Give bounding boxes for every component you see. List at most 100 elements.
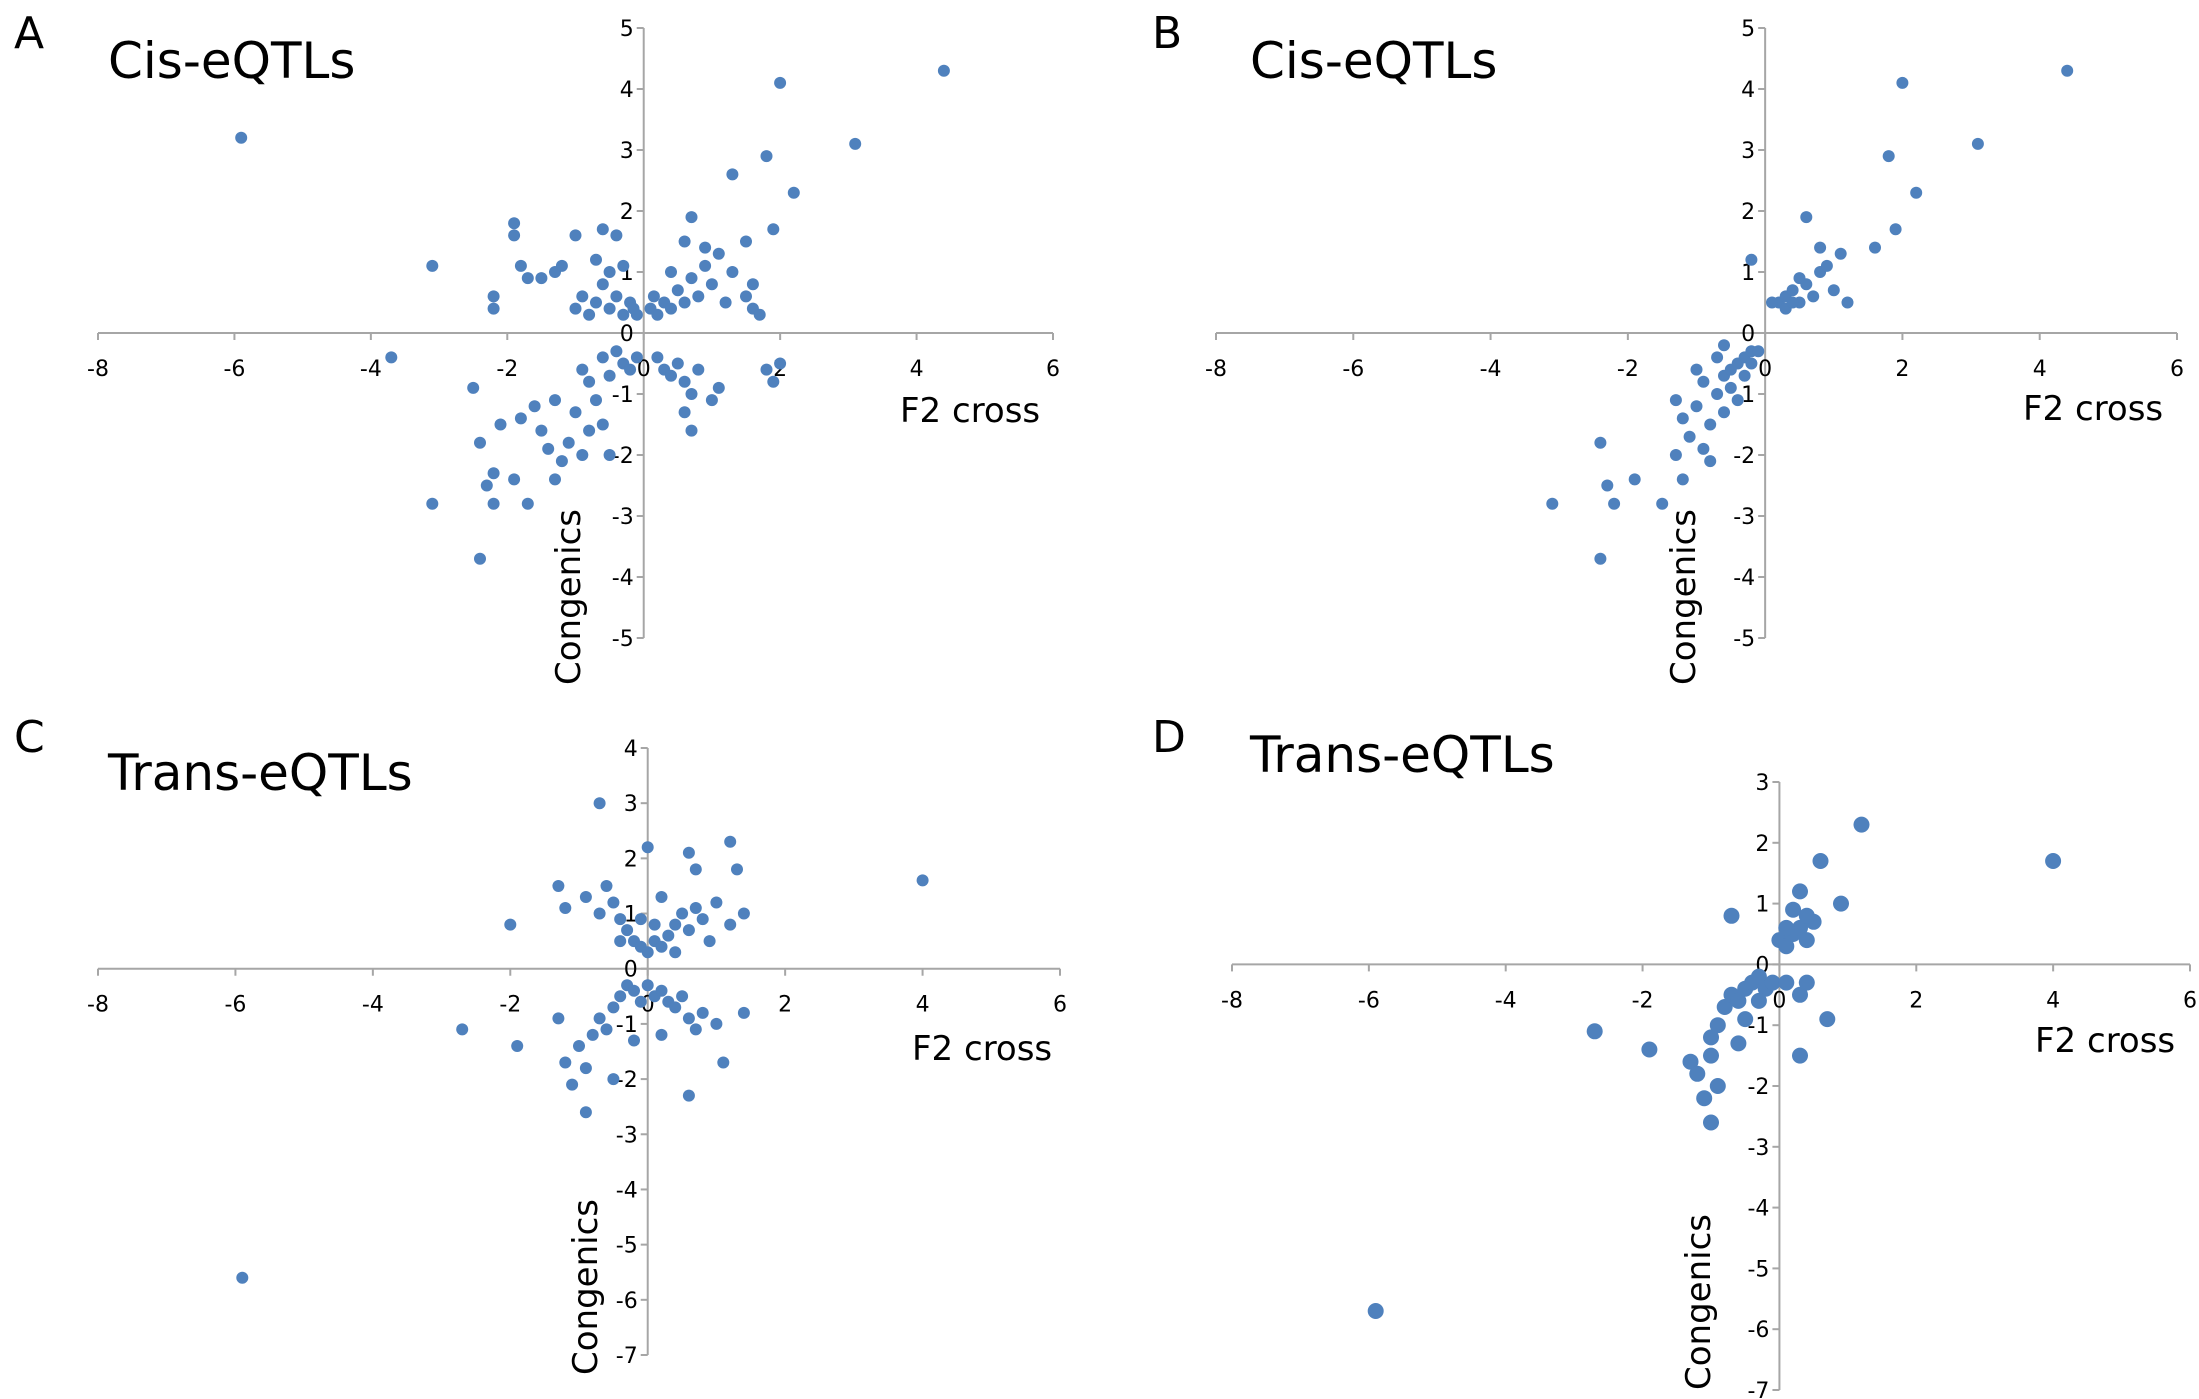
data-point: [610, 290, 623, 303]
data-point: [1798, 974, 1815, 991]
data-point: [607, 1001, 620, 1014]
panel-d: D Trans-eQTLs-8 -6 -4 -2 0 2 4 6-7-6-5-4-3-2-101…: [1152, 712, 2197, 1399]
data-point: [916, 874, 929, 887]
data-point: [685, 388, 698, 400]
panel-b: B Cis-eQTLs-8 -6 -4 -2 0 2 4 6-5-4-3-2-1012345F2…: [1152, 8, 2184, 685]
panel-letter: C: [14, 712, 45, 763]
data-point: [746, 278, 759, 291]
data-points: [236, 797, 929, 1284]
data-point: [1690, 363, 1703, 376]
y-tick-label: -2: [1733, 444, 1755, 469]
data-point: [621, 924, 634, 937]
data-point: [1869, 241, 1881, 254]
data-point: [1689, 1065, 1706, 1082]
data-point: [1730, 1035, 1747, 1052]
data-points: [1546, 64, 2074, 565]
data-point: [1745, 253, 1758, 266]
data-point: [665, 302, 677, 315]
data-point: [1716, 999, 1733, 1015]
data-point: [644, 302, 657, 315]
data-point: [627, 302, 640, 315]
data-point: [1709, 1017, 1726, 1034]
data-point: [1798, 907, 1815, 924]
data-point: [678, 296, 691, 309]
y-tick-label: 0: [624, 958, 638, 983]
data-point: [682, 1012, 695, 1025]
data-point: [596, 223, 609, 236]
data-point: [610, 229, 623, 242]
data-point: [641, 946, 654, 959]
y-tick-label: -3: [1747, 1136, 1769, 1161]
data-point: [504, 918, 517, 931]
data-point: [535, 424, 548, 437]
data-point: [737, 907, 750, 920]
data-point: [1738, 369, 1751, 382]
x-tick-label: -2: [1632, 988, 1654, 1013]
panel-letter: D: [1152, 712, 1186, 763]
data-point: [1737, 1011, 1754, 1028]
data-point: [521, 272, 534, 285]
x-tick-label: -4: [362, 993, 384, 1018]
data-point: [617, 308, 630, 321]
data-point: [1718, 339, 1730, 352]
data-point: [1889, 223, 1902, 236]
data-point: [487, 467, 500, 480]
data-point: [1792, 1047, 1808, 1064]
data-point: [682, 1089, 695, 1102]
data-point: [576, 290, 589, 303]
data-point: [1682, 1053, 1699, 1070]
data-point: [1628, 473, 1641, 486]
data-point: [1834, 247, 1847, 260]
data-point: [655, 940, 668, 953]
x-tick-label: 6: [2170, 357, 2184, 382]
data-point: [1882, 150, 1895, 163]
y-tick-label: -4: [612, 566, 634, 591]
panel-title: Trans-eQTLs: [107, 744, 413, 802]
data-point: [624, 363, 637, 376]
x-tick-label: -6: [223, 357, 245, 382]
x-tick-label: 0: [637, 357, 651, 382]
data-point: [634, 995, 647, 1008]
panel-a: A Cis-eQTLs-8 -6 -4 -2 0 2 4 6-5-4-3-2-1012345F2…: [14, 8, 1060, 685]
x-tick-label: -4: [360, 357, 382, 382]
data-point: [494, 418, 507, 431]
data-point: [583, 424, 596, 437]
data-point: [1594, 552, 1607, 565]
data-point: [579, 891, 592, 903]
data-point: [699, 241, 712, 254]
data-point: [1690, 400, 1703, 413]
y-tick-label: -7: [1747, 1379, 1769, 1399]
x-tick-label: -8: [1205, 357, 1227, 382]
x-tick-label: 4: [2046, 988, 2060, 1013]
x-axis-title: F2 cross: [2035, 1021, 2175, 1061]
data-point: [1676, 412, 1689, 425]
x-tick-label: 4: [910, 357, 924, 382]
x-tick-label: 2: [1895, 357, 1909, 382]
y-tick-label: -2: [1747, 1075, 1769, 1100]
data-point: [614, 990, 627, 1003]
data-point: [514, 412, 527, 425]
data-point: [1778, 974, 1795, 991]
data-point: [1910, 186, 1923, 199]
data-point: [1807, 290, 1820, 303]
data-point: [753, 308, 766, 321]
data-point: [1750, 992, 1767, 1009]
data-point: [549, 473, 561, 486]
data-point: [678, 406, 691, 419]
data-point: [717, 1056, 730, 1069]
y-tick-label: -5: [616, 1234, 638, 1259]
data-point: [787, 186, 800, 199]
data-point: [600, 880, 613, 892]
data-point: [760, 363, 773, 376]
data-point: [1367, 1303, 1384, 1319]
y-tick-label: -4: [1747, 1197, 1769, 1222]
data-point: [549, 394, 561, 407]
data-points: [235, 64, 950, 565]
x-tick-label: -6: [224, 993, 246, 1018]
data-point: [703, 935, 716, 948]
data-point: [630, 351, 643, 364]
data-point: [641, 841, 654, 854]
data-point: [685, 272, 698, 285]
data-point: [487, 302, 500, 315]
